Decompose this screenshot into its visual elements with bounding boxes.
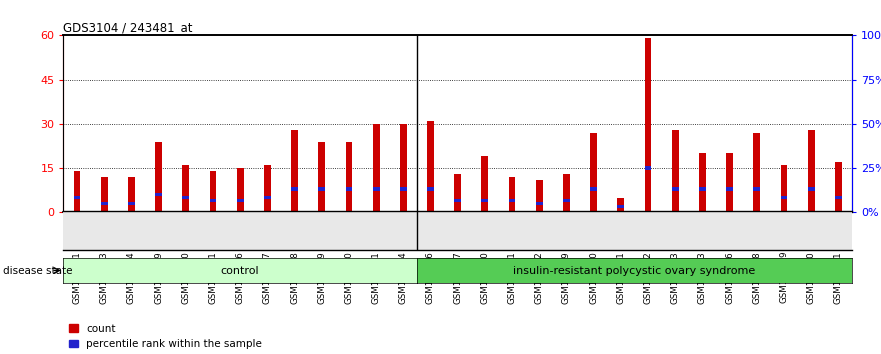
Bar [128, 177, 135, 212]
Bar [699, 187, 706, 190]
Bar [781, 165, 788, 212]
Bar [618, 198, 625, 212]
Bar [699, 153, 706, 212]
Bar [74, 196, 80, 199]
Bar [645, 166, 651, 170]
Bar [400, 124, 407, 212]
Bar [237, 199, 243, 202]
Bar [427, 121, 433, 212]
Bar [726, 153, 733, 212]
Bar [155, 193, 162, 196]
Bar [753, 133, 760, 212]
Text: insulin-resistant polycystic ovary syndrome: insulin-resistant polycystic ovary syndr… [514, 266, 756, 276]
Bar [808, 130, 815, 212]
Bar [400, 187, 407, 190]
Bar [726, 187, 733, 190]
Bar [74, 171, 80, 212]
Bar [291, 187, 298, 190]
Bar [128, 202, 135, 205]
Bar [345, 142, 352, 212]
Bar [182, 165, 189, 212]
Bar [508, 177, 515, 212]
Bar [835, 162, 841, 212]
Bar [373, 187, 380, 190]
Bar [482, 199, 488, 202]
Bar [155, 142, 162, 212]
Bar [781, 196, 788, 199]
Bar [508, 199, 515, 202]
Bar [318, 142, 325, 212]
Bar [264, 165, 270, 212]
Text: disease state: disease state [3, 266, 72, 276]
Bar [100, 177, 107, 212]
Bar [318, 187, 325, 190]
Bar [210, 199, 217, 202]
Bar [455, 199, 461, 202]
Bar [672, 130, 678, 212]
Bar [563, 199, 570, 202]
Bar [753, 187, 760, 190]
Bar [182, 196, 189, 199]
Bar [100, 202, 107, 205]
Bar [237, 168, 243, 212]
Bar [563, 174, 570, 212]
Bar [590, 133, 597, 212]
Bar [536, 202, 543, 205]
Bar [427, 187, 433, 190]
Bar [264, 196, 270, 199]
Bar [373, 124, 380, 212]
Bar [672, 187, 678, 190]
Bar [455, 174, 461, 212]
Bar [482, 156, 488, 212]
Bar [808, 187, 815, 190]
Bar [536, 180, 543, 212]
Bar [618, 205, 625, 208]
Bar [645, 38, 651, 212]
Bar [590, 187, 597, 190]
Bar [835, 196, 841, 199]
Bar [345, 187, 352, 190]
Bar [291, 130, 298, 212]
Legend: count, percentile rank within the sample: count, percentile rank within the sample [69, 324, 263, 349]
Bar [210, 171, 217, 212]
Text: control: control [221, 266, 260, 276]
Text: GDS3104 / 243481_at: GDS3104 / 243481_at [63, 21, 193, 34]
